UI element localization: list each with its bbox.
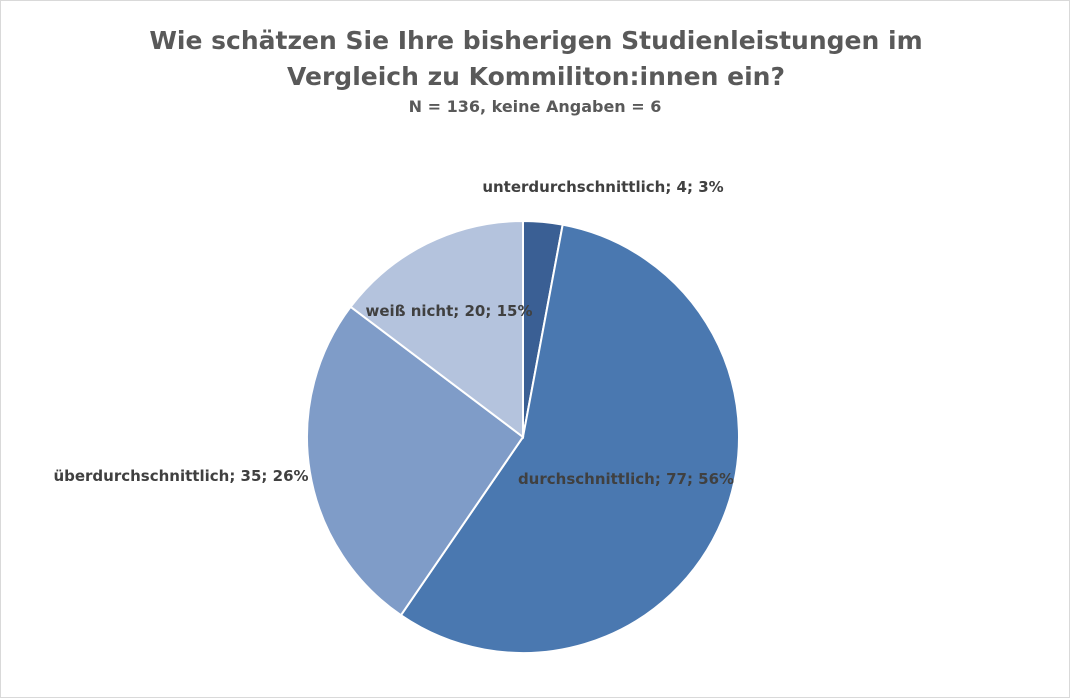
data-label: überdurchschnittlich; 35; 26% bbox=[53, 467, 308, 485]
label-category: durchschnittlich bbox=[518, 470, 655, 488]
pie-slice bbox=[349, 219, 524, 440]
chart-subtitle: N = 136, keine Angaben = 6 bbox=[408, 97, 662, 116]
pie-slice bbox=[306, 305, 525, 617]
data-label: durchschnittlich; 77; 56% bbox=[518, 470, 734, 488]
label-category: weiß nicht bbox=[366, 302, 454, 320]
label-value: ; 35; 26% bbox=[229, 467, 308, 485]
label-value: ; 20; 15% bbox=[453, 302, 532, 320]
pie-slice bbox=[399, 223, 740, 654]
data-label: weiß nicht; 20; 15% bbox=[366, 302, 533, 320]
label-category: überdurchschnittlich bbox=[53, 467, 229, 485]
chart-title: Wie schätzen Sie Ihre bisherigen Studien… bbox=[149, 26, 923, 91]
label-category: unterdurchschnittlich bbox=[482, 178, 665, 196]
data-label: unterdurchschnittlich; 4; 3% bbox=[482, 178, 723, 196]
label-value: ; 4; 3% bbox=[665, 178, 723, 196]
label-value: ; 77; 56% bbox=[655, 470, 734, 488]
